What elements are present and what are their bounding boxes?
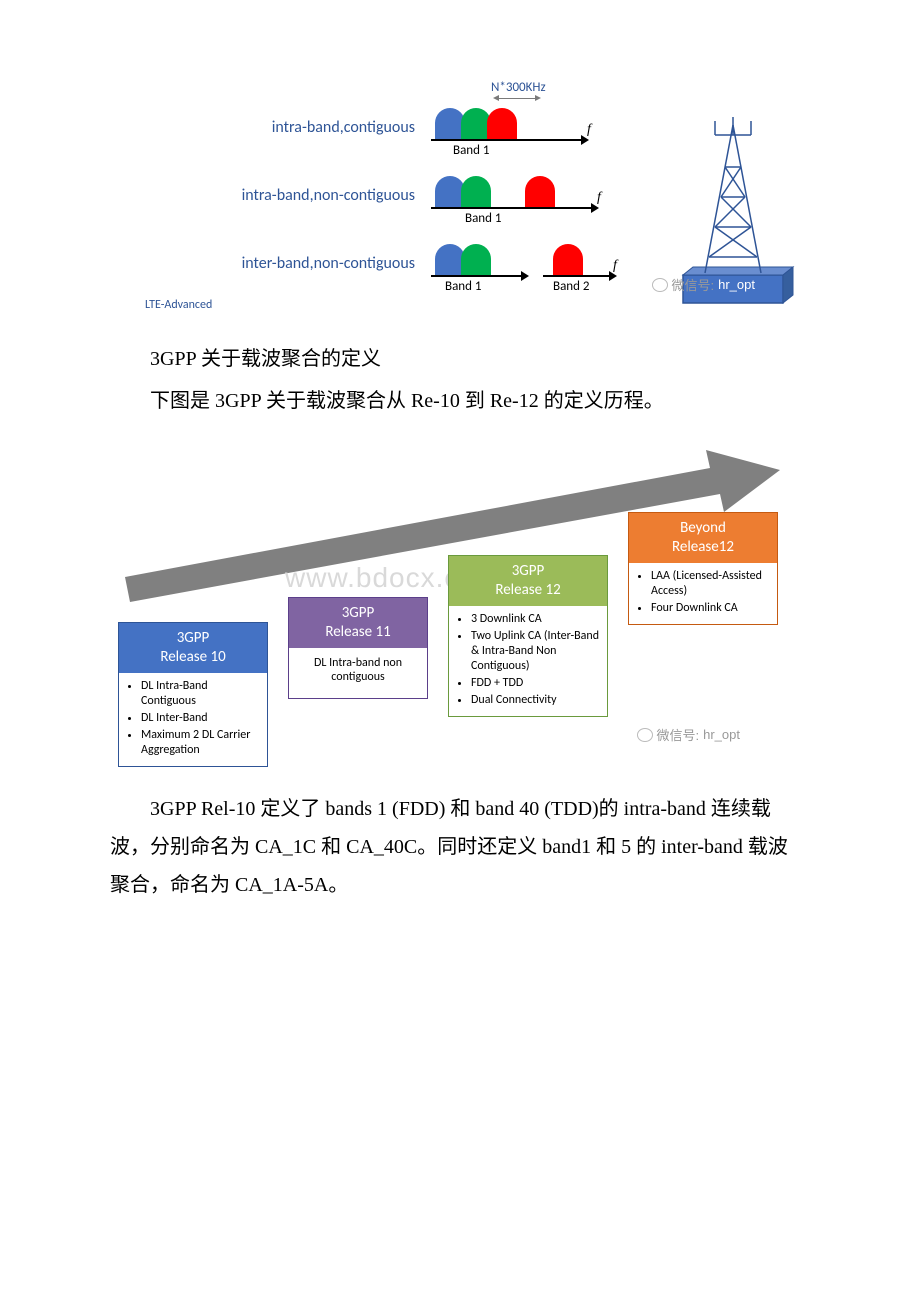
row2-label: intra-band,non-contiguous: [145, 186, 415, 205]
band-label: Band 1: [465, 211, 502, 226]
release-11-box: 3GPP Release 11 DL Intra-band non contig…: [288, 597, 428, 699]
band1-label: Band 1: [445, 279, 482, 294]
list-item: FDD + TDD: [471, 676, 601, 691]
paragraph-3: 3GPP Rel-10 定义了 bands 1 (FDD) 和 band 40 …: [110, 790, 790, 904]
rel10-title-1: 3GPP: [177, 629, 210, 647]
wechat-watermark: 微信号: hr_opt: [652, 275, 756, 294]
list-item: Dual Connectivity: [471, 693, 601, 708]
rel11-title-2: Release 11: [325, 623, 390, 641]
list-item: Four Downlink CA: [651, 601, 771, 616]
row1-spectrum: f Band 1: [435, 104, 635, 158]
carrier-hump: [525, 176, 555, 208]
n300-label: N*300KHz: [491, 80, 546, 95]
wechat-id: hr_opt: [718, 277, 755, 292]
paragraph-1: 3GPP 关于载波聚合的定义: [110, 340, 790, 378]
row3-spectrum: Band 1 f Band 2: [435, 240, 635, 294]
rel10-body: DL Intra-Band Contiguous DL Inter-Band M…: [119, 673, 267, 766]
freq-axis: [431, 275, 521, 277]
list-item: Two Uplink CA (Inter-Band & Intra-Band N…: [471, 629, 601, 674]
band2-label: Band 2: [553, 279, 590, 294]
rel10-title-2: Release 10: [160, 648, 225, 666]
beyond-title-2: Release12: [672, 538, 734, 556]
release-12-box: 3GPP Release 12 3 Downlink CA Two Uplink…: [448, 555, 608, 717]
document-page: N*300KHz intra-band,contiguous f Band 1 …: [0, 0, 920, 904]
wechat-watermark: 微信号: hr_opt: [637, 725, 741, 744]
freq-axis: [431, 207, 591, 209]
lte-advanced-label: LTE-Advanced: [145, 298, 212, 312]
carrier-hump: [487, 108, 517, 140]
wechat-id: hr_opt: [703, 727, 740, 742]
carrier-aggregation-diagram: N*300KHz intra-band,contiguous f Band 1 …: [145, 90, 785, 310]
carrier-hump: [461, 244, 491, 276]
row3-label: inter-band,non-contiguous: [145, 254, 415, 273]
rel12-title-1: 3GPP: [512, 562, 545, 580]
release-10-box: 3GPP Release 10 DL Intra-Band Contiguous…: [118, 622, 268, 767]
band-label: Band 1: [453, 143, 490, 158]
freq-axis: [431, 139, 581, 141]
f-label: f: [587, 122, 591, 138]
list-item: DL Inter-Band: [141, 711, 261, 726]
wechat-label: 微信号:: [672, 275, 715, 294]
release-timeline-diagram: www.bdocx.com 3GPP Release 10 DL Intra-B…: [110, 432, 790, 772]
row2-spectrum: f Band 1: [435, 172, 635, 226]
rel12-body: 3 Downlink CA Two Uplink CA (Inter-Band …: [449, 606, 607, 716]
f-label: f: [597, 190, 601, 206]
beyond-release-box: Beyond Release12 LAA (Licensed-Assisted …: [628, 512, 778, 625]
list-item: LAA (Licensed-Assisted Access): [651, 569, 771, 599]
f-label: f: [613, 258, 617, 274]
wechat-icon: [637, 728, 653, 742]
wechat-label: 微信号:: [657, 725, 700, 744]
rel12-title-2: Release 12: [495, 581, 560, 599]
beyond-body: LAA (Licensed-Assisted Access) Four Down…: [629, 563, 777, 624]
carrier-hump: [553, 244, 583, 276]
rel11-body: DL Intra-band non contiguous: [289, 648, 427, 698]
paragraph-2: 下图是 3GPP 关于载波聚合从 Re-10 到 Re-12 的定义历程。: [110, 382, 790, 420]
rel11-title-1: 3GPP: [342, 604, 375, 622]
beyond-title-1: Beyond: [680, 519, 726, 537]
list-item: DL Intra-Band Contiguous: [141, 679, 261, 709]
wechat-icon: [652, 278, 668, 292]
list-item: DL Intra-band non contiguous: [314, 656, 402, 684]
freq-axis: [543, 275, 609, 277]
carrier-hump: [461, 176, 491, 208]
list-item: Maximum 2 DL Carrier Aggregation: [141, 728, 261, 758]
row1-label: intra-band,contiguous: [145, 118, 415, 137]
list-item: 3 Downlink CA: [471, 612, 601, 627]
